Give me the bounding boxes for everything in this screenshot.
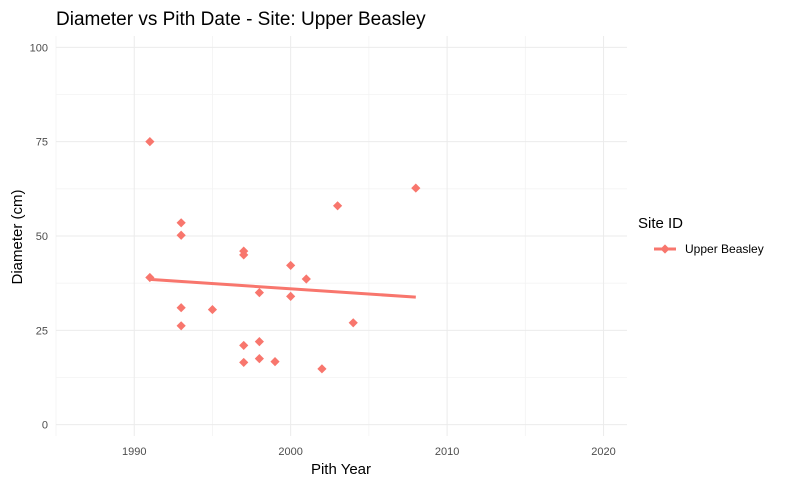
x-tick-label: 2020	[591, 446, 615, 458]
y-tick-labels: 0 25 50 75 100	[30, 42, 48, 431]
data-point	[411, 183, 421, 193]
data-point	[176, 218, 186, 228]
trend-line	[149, 277, 416, 299]
x-tick-labels: 1990 2000 2010 2020	[122, 446, 616, 458]
data-point	[348, 318, 358, 328]
data-point	[239, 340, 249, 351]
legend: Site ID Upper Beasley	[638, 215, 764, 256]
legend-title: Site ID	[638, 215, 683, 232]
data-point	[176, 303, 186, 313]
y-tick-label: 75	[36, 137, 48, 149]
data-point	[301, 274, 311, 284]
x-tick-label: 1990	[122, 446, 146, 458]
legend-items: Upper Beasley	[654, 242, 764, 256]
y-tick-label: 25	[36, 325, 48, 337]
trend-lines	[149, 277, 416, 299]
data-point	[286, 260, 296, 271]
data-point	[332, 201, 343, 211]
x-tick-label: 2010	[435, 446, 459, 458]
grid	[55, 36, 627, 436]
data-points	[145, 137, 421, 374]
y-tick-label: 100	[30, 42, 48, 54]
data-point	[207, 304, 218, 315]
data-point	[270, 357, 280, 367]
data-point	[286, 291, 296, 301]
legend-label: Upper Beasley	[685, 242, 764, 256]
y-tick-label: 0	[42, 420, 48, 432]
data-point	[176, 321, 186, 331]
data-point	[145, 272, 155, 283]
data-point	[145, 137, 155, 147]
data-point	[254, 288, 264, 298]
data-point	[176, 230, 186, 240]
data-point	[317, 364, 327, 374]
x-tick-label: 2000	[278, 446, 302, 458]
data-point	[254, 354, 264, 364]
y-tick-label: 50	[36, 231, 48, 243]
chart-title: Diameter vs Pith Date - Site: Upper Beas…	[56, 9, 426, 30]
data-point	[239, 357, 249, 368]
data-point	[239, 250, 249, 260]
y-axis-title: Diameter (cm)	[9, 189, 26, 284]
data-point	[254, 337, 264, 347]
legend-key-marker	[660, 244, 670, 254]
x-axis-title: Pith Year	[311, 461, 371, 478]
